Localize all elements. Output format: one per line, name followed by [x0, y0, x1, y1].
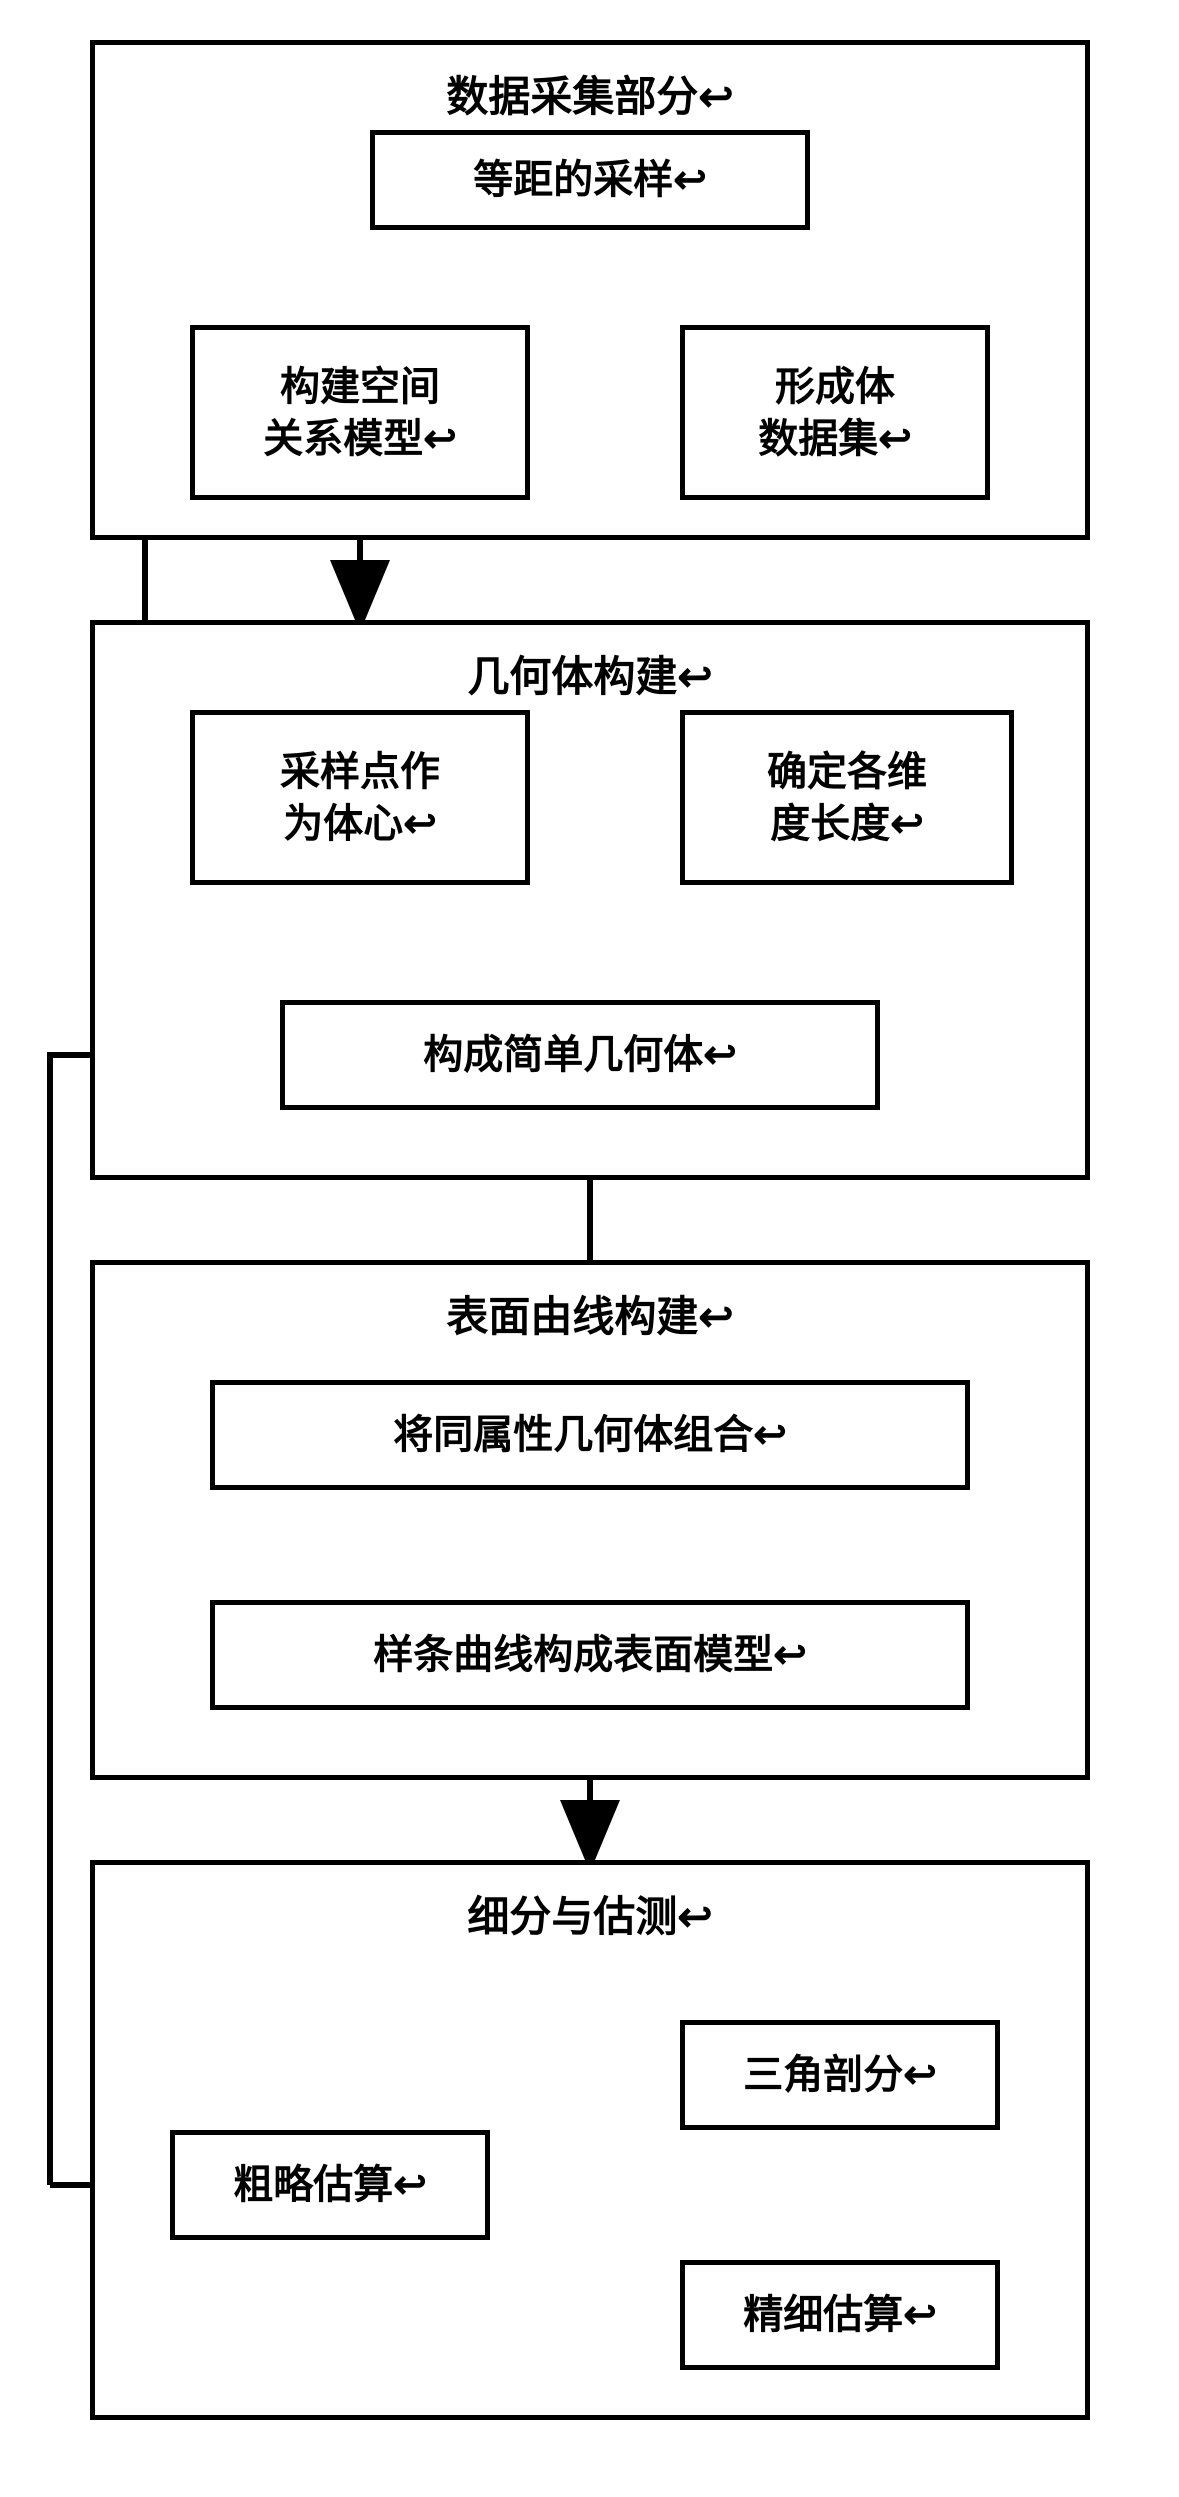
node-n10: 三角剖分↩ [680, 2020, 1000, 2130]
node-n7: 将同属性几何体组合↩ [210, 1380, 970, 1490]
node-n8: 样条曲线构成表面模型↩ [210, 1600, 970, 1710]
node-n3: 形成体数据集↩ [680, 325, 990, 500]
node-n2: 构建空间关系模型↩ [190, 325, 530, 500]
node-label-line: 形成体 [775, 361, 895, 413]
node-label-line: 三角剖分↩ [743, 2049, 937, 2101]
stage-title: 几何体构建↩ [95, 625, 1085, 716]
stage-title: 数据采集部分↩ [95, 45, 1085, 136]
node-label-line: 构成简单几何体↩ [423, 1029, 737, 1081]
node-n1: 等距的采样↩ [370, 130, 810, 230]
stage-title: 表面由线构建↩ [95, 1265, 1085, 1356]
node-label-line: 构建空间 [280, 361, 440, 413]
node-n5: 确定各维度长度↩ [680, 710, 1014, 885]
node-label-line: 采样点作 [280, 746, 440, 798]
node-n9: 粗略估算↩ [170, 2130, 490, 2240]
node-label-line: 等距的采样↩ [473, 154, 707, 206]
node-label-line: 关系模型↩ [263, 413, 457, 465]
node-label-line: 粗略估算↩ [233, 2159, 427, 2211]
node-n4: 采样点作为体心↩ [190, 710, 530, 885]
node-n11: 精细估算↩ [680, 2260, 1000, 2370]
node-label-line: 确定各维 [767, 746, 927, 798]
node-label-line: 为体心↩ [283, 798, 437, 850]
node-label-line: 将同属性几何体组合↩ [393, 1409, 787, 1461]
node-label-line: 数据集↩ [758, 413, 912, 465]
stage-title: 细分与估测↩ [95, 1865, 1085, 1956]
node-label-line: 度长度↩ [770, 798, 924, 850]
node-label-line: 样条曲线构成表面模型↩ [373, 1629, 807, 1681]
node-n6: 构成简单几何体↩ [280, 1000, 880, 1110]
node-label-line: 精细估算↩ [743, 2289, 937, 2341]
